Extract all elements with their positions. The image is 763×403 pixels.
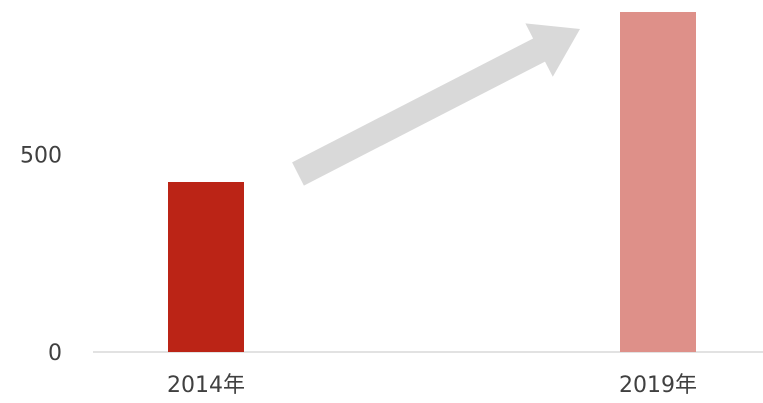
bars-group: [168, 12, 696, 352]
trend-arrow: [292, 23, 580, 186]
x-axis-ticks: 2014年 2019年: [167, 373, 697, 398]
x-tick-label-1: 2019年: [619, 373, 697, 398]
y-axis-ticks: 0 500: [20, 143, 62, 366]
y-tick-label-0: 0: [48, 341, 62, 366]
x-tick-label-0: 2014年: [167, 373, 245, 398]
bar-1: [620, 12, 696, 352]
bar-0: [168, 182, 244, 352]
y-tick-label-1: 500: [20, 143, 62, 168]
